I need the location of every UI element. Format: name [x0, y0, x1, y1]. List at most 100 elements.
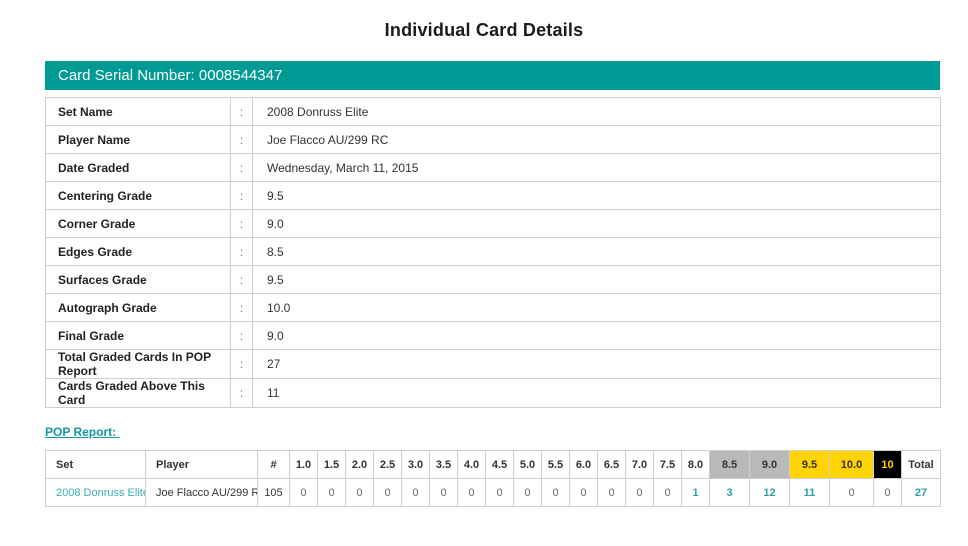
pop-col-grade: 2.5 [373, 450, 402, 479]
detail-value: 11 [252, 378, 941, 408]
detail-separator: : [230, 237, 253, 266]
detail-separator: : [230, 181, 253, 210]
detail-row-total-graded: Total Graded Cards In POP Report : 27 [45, 349, 941, 379]
pop-col-grade-8-5: 8.5 [709, 450, 750, 479]
detail-label: Date Graded [45, 153, 231, 182]
pop-col-grade: 4.0 [457, 450, 486, 479]
pop-cell: 0 [485, 478, 514, 507]
detail-label: Corner Grade [45, 209, 231, 238]
detail-separator: : [230, 321, 253, 350]
pop-col-grade-10-0: 10.0 [829, 450, 874, 479]
pop-col-grade: 5.0 [513, 450, 542, 479]
detail-value: 9.0 [252, 209, 941, 238]
detail-value: 8.5 [252, 237, 941, 266]
detail-label: Player Name [45, 125, 231, 154]
pop-cell: 0 [513, 478, 542, 507]
pop-col-grade: 3.5 [429, 450, 458, 479]
pop-set-link[interactable]: 2008 Donruss Elite [56, 486, 146, 499]
pop-col-grade: 7.5 [653, 450, 682, 479]
detail-separator: : [230, 209, 253, 238]
pop-header-row: Set Player # 1.0 1.5 2.0 2.5 3.0 3.5 4.0… [45, 450, 941, 479]
pop-col-grade: 6.0 [569, 450, 598, 479]
pop-cell: 0 [373, 478, 402, 507]
detail-value: 10.0 [252, 293, 941, 322]
detail-value: 9.5 [252, 181, 941, 210]
pop-col-grade: 2.0 [345, 450, 374, 479]
pop-cell: 0 [317, 478, 346, 507]
pop-cell: 0 [625, 478, 654, 507]
pop-col-total: Total [901, 450, 941, 479]
pop-col-grade-9-0: 9.0 [749, 450, 790, 479]
detail-separator: : [230, 378, 253, 408]
detail-label: Set Name [45, 97, 231, 126]
pop-cell: 0 [345, 478, 374, 507]
pop-cell: 0 [289, 478, 318, 507]
pop-data-row: 2008 Donruss Elite Joe Flacco AU/299 RC … [45, 478, 941, 507]
pop-cell: 0 [541, 478, 570, 507]
detail-separator: : [230, 349, 253, 379]
pop-col-grade: 7.0 [625, 450, 654, 479]
pop-cell-count: 105 [257, 478, 290, 507]
detail-separator: : [230, 97, 253, 126]
detail-label: Final Grade [45, 321, 231, 350]
pop-col-grade: 4.5 [485, 450, 514, 479]
detail-value: 9.0 [252, 321, 941, 350]
pop-cell: 0 [429, 478, 458, 507]
card-serial-header-bar: Card Serial Number: 0008544347 [45, 61, 940, 90]
detail-label: Surfaces Grade [45, 265, 231, 294]
pop-cell: 0 [873, 478, 902, 507]
pop-cell-set: 2008 Donruss Elite [45, 478, 146, 507]
detail-row-surfaces-grade: Surfaces Grade : 9.5 [45, 265, 941, 294]
pop-col-player: Player [145, 450, 258, 479]
card-serial-label: Card Serial Number: 0008544347 [58, 67, 283, 84]
pop-cell: 0 [401, 478, 430, 507]
pop-cell: 0 [457, 478, 486, 507]
pop-col-grade: 1.5 [317, 450, 346, 479]
pop-cell: 0 [829, 478, 874, 507]
detail-row-date-graded: Date Graded : Wednesday, March 11, 2015 [45, 153, 941, 182]
pop-cell: 0 [597, 478, 626, 507]
detail-row-graded-above: Cards Graded Above This Card : 11 [45, 378, 941, 408]
detail-label: Autograph Grade [45, 293, 231, 322]
detail-label: Edges Grade [45, 237, 231, 266]
detail-value: 2008 Donruss Elite [252, 97, 941, 126]
content-area: Card Serial Number: 0008544347 Set Name … [45, 61, 941, 507]
detail-value: 9.5 [252, 265, 941, 294]
pop-report-link[interactable]: POP Report: [45, 425, 120, 439]
pop-cell: 1 [681, 478, 710, 507]
card-details-table: Set Name : 2008 Donruss Elite Player Nam… [45, 97, 941, 408]
detail-label: Centering Grade [45, 181, 231, 210]
detail-row-player-name: Player Name : Joe Flacco AU/299 RC [45, 125, 941, 154]
pop-col-grade: 3.0 [401, 450, 430, 479]
detail-row-centering-grade: Centering Grade : 9.5 [45, 181, 941, 210]
detail-separator: : [230, 293, 253, 322]
detail-value: 27 [252, 349, 941, 379]
pop-col-grade-9-5: 9.5 [789, 450, 830, 479]
pop-cell: 11 [789, 478, 830, 507]
detail-label: Total Graded Cards In POP Report [45, 349, 231, 379]
pop-cell: 12 [749, 478, 790, 507]
pop-col-grade: 6.5 [597, 450, 626, 479]
detail-value: Wednesday, March 11, 2015 [252, 153, 941, 182]
detail-value: Joe Flacco AU/299 RC [252, 125, 941, 154]
detail-label: Cards Graded Above This Card [45, 378, 231, 408]
pop-col-count: # [257, 450, 290, 479]
page-title: Individual Card Details [384, 20, 584, 40]
detail-row-set-name: Set Name : 2008 Donruss Elite [45, 97, 941, 126]
pop-col-grade: 8.0 [681, 450, 710, 479]
detail-separator: : [230, 265, 253, 294]
pop-cell: 3 [709, 478, 750, 507]
pop-col-grade: 5.5 [541, 450, 570, 479]
pop-cell: 0 [653, 478, 682, 507]
pop-col-grade-10: 10 [873, 450, 902, 479]
detail-row-final-grade: Final Grade : 9.0 [45, 321, 941, 350]
detail-row-autograph-grade: Autograph Grade : 10.0 [45, 293, 941, 322]
detail-row-edges-grade: Edges Grade : 8.5 [45, 237, 941, 266]
detail-separator: : [230, 153, 253, 182]
pop-col-grade: 1.0 [289, 450, 318, 479]
pop-cell: 0 [569, 478, 598, 507]
pop-report-table: Set Player # 1.0 1.5 2.0 2.5 3.0 3.5 4.0… [45, 450, 941, 507]
detail-row-corner-grade: Corner Grade : 9.0 [45, 209, 941, 238]
pop-cell-total: 27 [901, 478, 941, 507]
